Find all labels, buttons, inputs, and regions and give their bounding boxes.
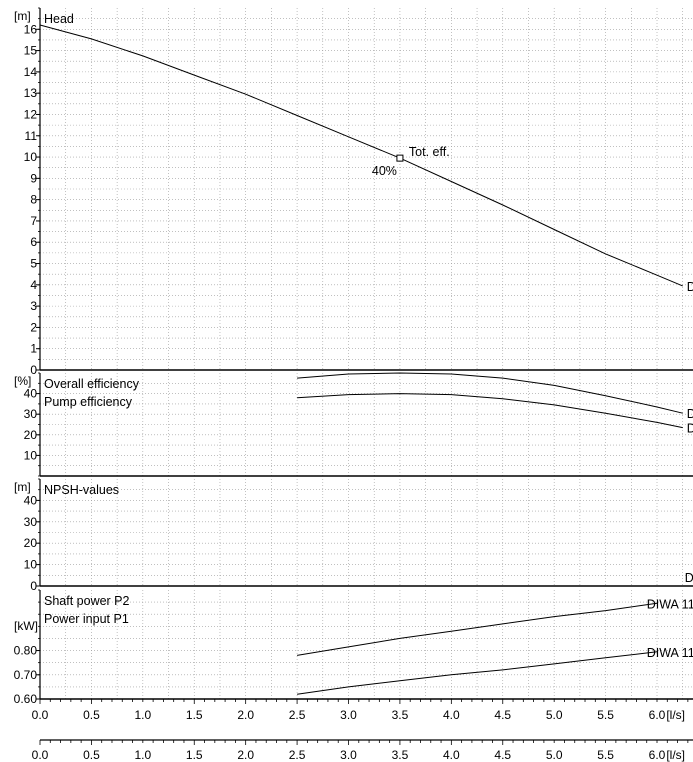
x-tick-label: 4.5 (494, 708, 511, 722)
series-line (297, 373, 683, 413)
series-label: DIWA 11 (P2) (647, 646, 693, 660)
y-tick-label: 11 (25, 129, 38, 143)
x-tick-label: 6.0 (649, 708, 666, 722)
y-tick-label: 30 (24, 407, 38, 421)
x-tick-label: 0.5 (83, 708, 100, 722)
x-tick-label: 0.5 (83, 748, 100, 762)
y-tick-label: 10 (24, 558, 38, 572)
y-tick-label: 9 (30, 171, 37, 185)
y-tick-label: 40 (24, 387, 38, 401)
x-tick-label: 5.5 (597, 748, 614, 762)
x-tick-label: 4.0 (443, 708, 460, 722)
x-tick-label: 1.0 (134, 748, 151, 762)
x-tick-label: 1.0 (134, 708, 151, 722)
series-line (40, 25, 683, 286)
x-tick-label: 3.0 (340, 708, 357, 722)
operating-point-marker (397, 155, 403, 161)
y-tick-label: 2 (30, 320, 37, 334)
legend-entry: Pump efficiency (44, 395, 133, 409)
x-tick-label: 5.0 (546, 708, 563, 722)
legend-entry: Overall efficiency (44, 377, 140, 391)
legend-entry: Shaft power P2 (44, 594, 130, 608)
x-tick-label: 5.0 (546, 748, 563, 762)
x-tick-label: 2.5 (289, 748, 306, 762)
y-tick-label: 12 (24, 107, 38, 121)
series-line (297, 652, 657, 694)
y-tick-label: 14 (24, 65, 38, 79)
y-tick-label: 16 (24, 22, 38, 36)
series-label: DIWA 11 (685, 571, 693, 585)
x-tick-label: 4.0 (443, 748, 460, 762)
y-unit-label: [kW] (14, 619, 38, 633)
series-label: DIWA 11 (687, 422, 693, 436)
y-tick-label: 0.70 (14, 668, 38, 682)
y-unit-label: [%] (14, 374, 31, 388)
series-line (297, 394, 683, 428)
y-tick-label: 0 (30, 363, 37, 377)
x-tick-label: 6.0 (649, 748, 666, 762)
x-tick-label: 3.5 (392, 748, 409, 762)
y-tick-label: 10 (24, 448, 38, 462)
y-tick-label: 8 (30, 193, 37, 207)
x-tick-label: 1.5 (186, 708, 203, 722)
panel-title: Head (44, 12, 74, 26)
series-label: DIWA 11 (687, 407, 693, 421)
y-tick-label: 15 (24, 44, 38, 58)
y-unit-label: [m] (14, 9, 31, 23)
y-tick-label: 30 (24, 515, 38, 529)
y-tick-label: 1 (30, 342, 37, 356)
y-tick-label: 3 (30, 299, 37, 313)
y-tick-label: 20 (24, 428, 38, 442)
y-tick-label: 0.80 (14, 644, 38, 658)
x-unit-label: [l/s] (666, 748, 685, 762)
series-label: DIWA 11 (687, 280, 693, 294)
y-tick-label: 40 (24, 493, 38, 507)
marker-label: Tot. eff. (409, 145, 450, 159)
y-tick-label: 4 (30, 278, 37, 292)
y-tick-label: 0 (30, 579, 37, 593)
x-tick-label: 3.0 (340, 748, 357, 762)
panel-title: NPSH-values (44, 483, 119, 497)
x-tick-label: 0.0 (32, 748, 49, 762)
x-tick-label: 0.0 (32, 708, 49, 722)
y-tick-label: 5 (30, 257, 37, 271)
x-unit-label: [l/s] (666, 708, 685, 722)
x-tick-label: 5.5 (597, 708, 614, 722)
series-label: DIWA 11 (P1) (647, 597, 693, 611)
y-tick-label: 10 (24, 150, 38, 164)
y-tick-label: 0.60 (14, 692, 38, 706)
y-tick-label: 20 (24, 536, 38, 550)
x-tick-label: 4.5 (494, 748, 511, 762)
x-tick-label: 2.0 (237, 748, 254, 762)
x-tick-label: 1.5 (186, 748, 203, 762)
y-unit-label: [m] (14, 480, 31, 494)
marker-value-label: 40% (372, 164, 397, 178)
legend-entry: Power input P1 (44, 612, 129, 626)
x-tick-label: 2.5 (289, 708, 306, 722)
y-tick-label: 13 (24, 86, 38, 100)
y-tick-label: 6 (30, 235, 37, 249)
y-tick-label: 7 (30, 214, 37, 228)
x-tick-label: 3.5 (392, 708, 409, 722)
x-tick-label: 2.0 (237, 708, 254, 722)
